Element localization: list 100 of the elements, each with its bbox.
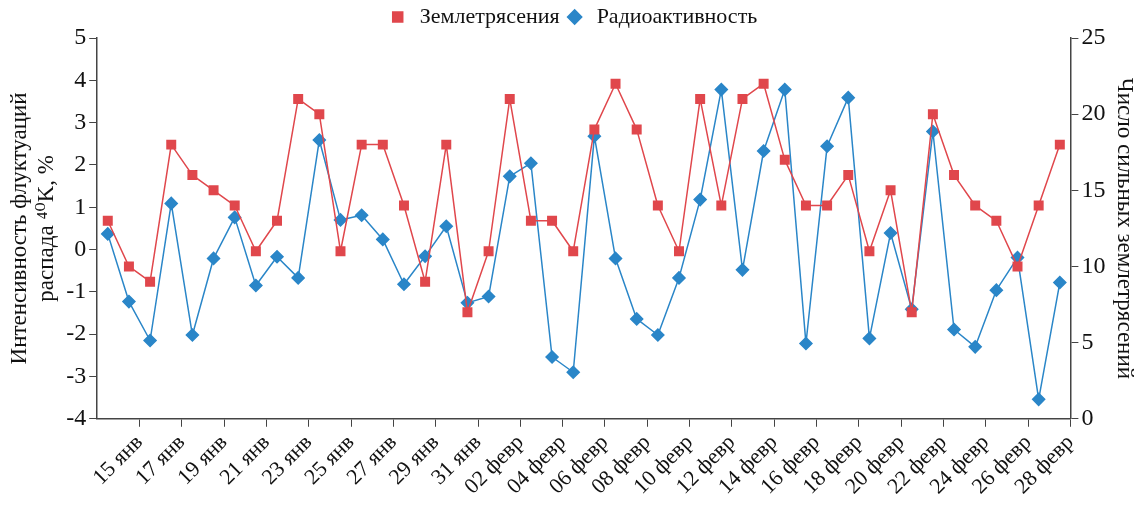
point: [503, 169, 517, 184]
point: [758, 78, 769, 89]
point: [800, 200, 811, 211]
point: [906, 307, 917, 318]
point: [735, 263, 750, 277]
point: [123, 261, 134, 272]
point: [312, 133, 327, 147]
point: [778, 82, 792, 97]
point: [566, 365, 580, 379]
point: [185, 328, 200, 342]
y2-tick-label: 15: [1081, 175, 1106, 202]
y-tick-label: -2: [66, 319, 87, 346]
point: [864, 246, 875, 257]
y2-tick-label: 5: [1081, 327, 1094, 354]
point: [716, 200, 727, 211]
y2-tick-label: 25: [1081, 23, 1106, 50]
point: [1031, 392, 1046, 407]
point: [820, 139, 834, 154]
point: [947, 322, 961, 337]
point: [968, 340, 982, 354]
point: [462, 307, 473, 318]
point: [227, 210, 242, 225]
point: [651, 328, 665, 342]
point: [270, 249, 284, 264]
point: [333, 213, 348, 227]
point: [1033, 200, 1044, 211]
y-tick-label: -3: [66, 361, 87, 388]
point: [206, 251, 221, 266]
point: [208, 185, 219, 196]
point: [737, 93, 748, 104]
point: [335, 246, 346, 257]
point: [164, 196, 178, 211]
y-tick-label: 3: [74, 107, 87, 134]
point: [949, 170, 960, 181]
point: [608, 251, 623, 266]
point: [314, 109, 325, 120]
point: [989, 283, 1004, 297]
point: [376, 232, 390, 247]
point: [145, 276, 156, 287]
point: [568, 246, 579, 257]
point: [610, 78, 621, 89]
point: [693, 192, 707, 207]
point: [420, 276, 431, 287]
legend-label: Землетрясения: [419, 2, 560, 28]
point: [356, 139, 367, 150]
point: [631, 124, 642, 135]
y-tick-label: 2: [74, 150, 87, 177]
point: [589, 124, 600, 135]
point: [187, 170, 198, 181]
point: [862, 331, 877, 346]
y-tick-label: -1: [66, 277, 87, 304]
y2-axis-title: Число сильных землетрясений: [1113, 77, 1139, 380]
point: [545, 350, 559, 364]
point: [418, 249, 432, 264]
point: [799, 336, 813, 351]
legend-label: Радиоактивность: [596, 2, 758, 28]
y-axis-title: Интенсивность флуктуаций распада ⁴⁰K, %: [5, 92, 59, 365]
point: [927, 109, 938, 120]
point: [885, 185, 896, 196]
point: [101, 227, 115, 241]
point: [439, 219, 454, 234]
point: [102, 215, 113, 226]
point: [293, 93, 304, 104]
point: [970, 200, 981, 211]
y-tick-label: -4: [66, 404, 87, 431]
point: [291, 271, 305, 285]
point: [883, 226, 898, 240]
point: [652, 200, 663, 211]
point: [143, 333, 157, 348]
point: [441, 139, 452, 150]
point: [1012, 261, 1023, 272]
point: [756, 144, 771, 158]
point: [483, 246, 494, 257]
point: [272, 215, 283, 226]
point: [354, 208, 369, 223]
point: [695, 93, 706, 104]
point: [122, 294, 136, 309]
point: [398, 200, 409, 211]
point: [672, 271, 686, 285]
point: [377, 139, 388, 150]
point: [1054, 139, 1065, 150]
point: [991, 215, 1002, 226]
point: [843, 170, 854, 181]
point: [779, 154, 790, 165]
y2-tick-label: 20: [1081, 99, 1106, 126]
point: [504, 93, 515, 104]
point: [481, 289, 496, 304]
point: [249, 278, 263, 293]
y-tick-label: 0: [74, 234, 87, 261]
point: [397, 277, 411, 291]
y-tick-label: 5: [74, 23, 87, 50]
point: [629, 312, 644, 326]
y-tick-label: 4: [74, 65, 87, 92]
point: [524, 156, 538, 170]
point: [714, 82, 729, 97]
y2-tick-label: 0: [1081, 404, 1094, 431]
y2-tick-label: 10: [1081, 251, 1106, 278]
point: [525, 215, 536, 226]
point: [166, 139, 177, 150]
point: [674, 246, 684, 257]
